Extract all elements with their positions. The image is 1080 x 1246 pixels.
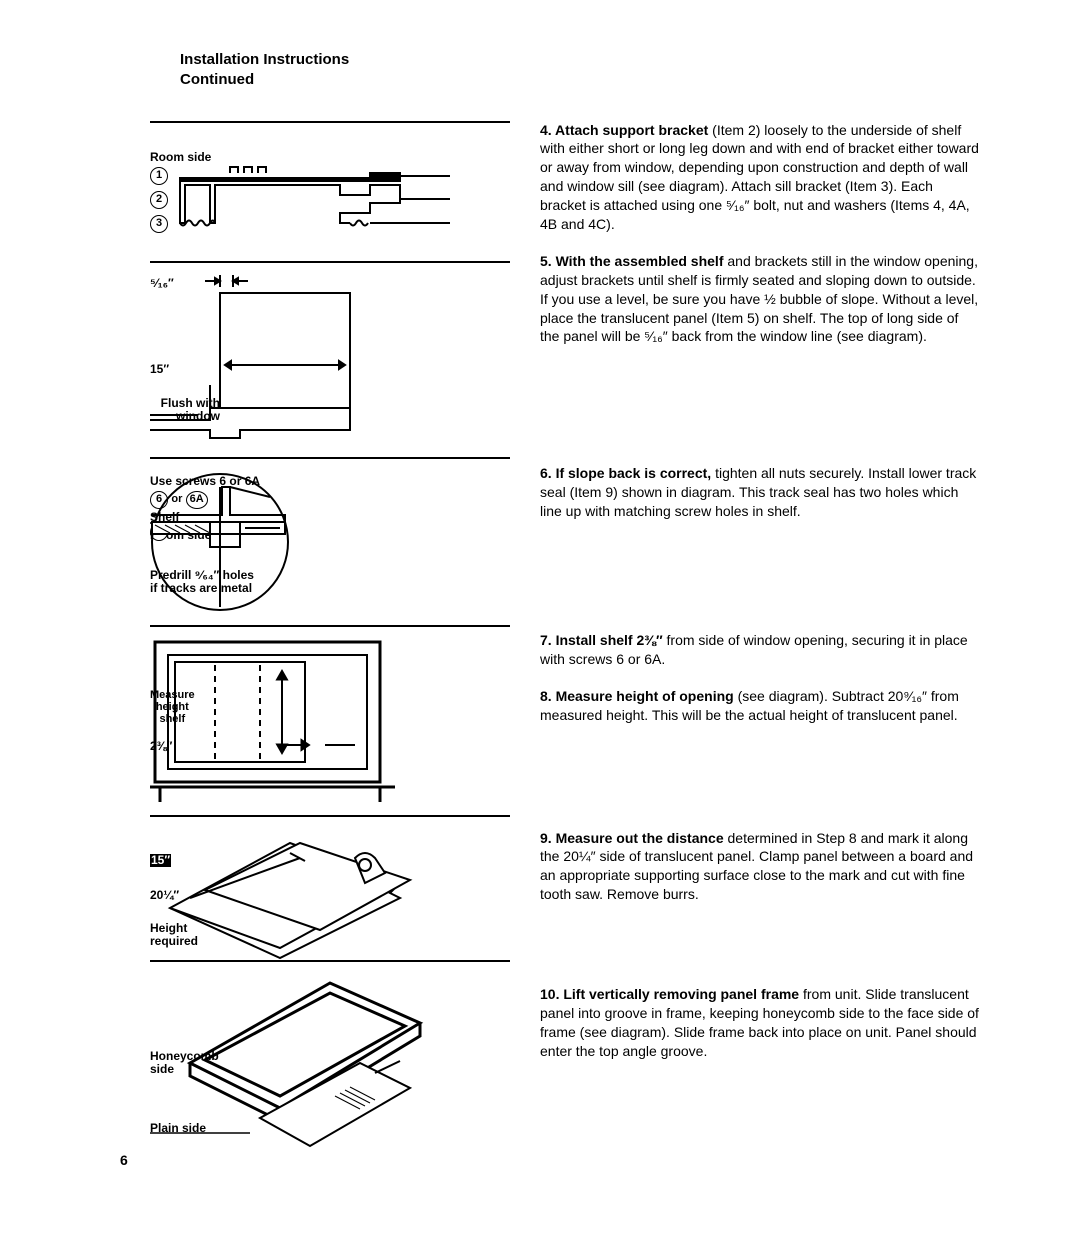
step-5: 5. With the assembled shelf and brackets… (540, 252, 980, 346)
diagram-4: Measure height shelf 2⅜″ (150, 625, 510, 815)
step-9: 9. Measure out the distance determined i… (540, 829, 980, 905)
right-column: 4. Attach support bracket (Item 2) loose… (540, 121, 980, 1160)
diagram-3-svg (150, 467, 300, 621)
diagram-5: 15″ 20¼″ Height required (150, 815, 510, 960)
callout-1: 1 (150, 167, 168, 185)
measure-label: Measure height shelf (150, 689, 195, 725)
step-4: 4. Attach support bracket (Item 2) loose… (540, 121, 980, 234)
page-number: 6 (120, 1151, 128, 1170)
step-7: 7. Install shelf 2⅜″ from side of window… (540, 631, 980, 669)
diagram-4-svg (150, 637, 410, 816)
diagram-2: ⁵⁄₁₆″ 15″ Flush with window (150, 261, 510, 457)
content: Room side 1 2 3 (150, 121, 980, 1160)
left-column: Room side 1 2 3 (150, 121, 510, 1160)
honeycomb-label: Honeycomb side (150, 1050, 219, 1076)
step-10: 10. Lift vertically removing panel frame… (540, 985, 980, 1061)
header-line1: Installation Instructions (180, 50, 980, 70)
step-8: 8. Measure height of opening (see diagra… (540, 687, 980, 725)
callout-3: 3 (150, 215, 168, 233)
d5-20: 20¼″ (150, 889, 179, 902)
diagram-3: Use screws 6 or 6A Shelf Room side Predr… (150, 457, 510, 625)
height-req-label: Height required (150, 922, 198, 948)
diagram-2-svg (150, 275, 370, 459)
diagram-1: Room side 1 2 3 (150, 121, 510, 261)
diagram-6: Honeycomb side Plain side 6 (150, 960, 510, 1160)
step-6: 6. If slope back is correct, tighten all… (540, 464, 980, 521)
callout-2: 2 (150, 191, 168, 209)
header-line2: Continued (180, 70, 980, 90)
d5-15: 15″ (150, 854, 171, 867)
offset-label: 2⅜″ (150, 740, 172, 753)
diagram-1-svg (170, 163, 470, 247)
page-header: Installation Instructions Continued (180, 50, 980, 91)
